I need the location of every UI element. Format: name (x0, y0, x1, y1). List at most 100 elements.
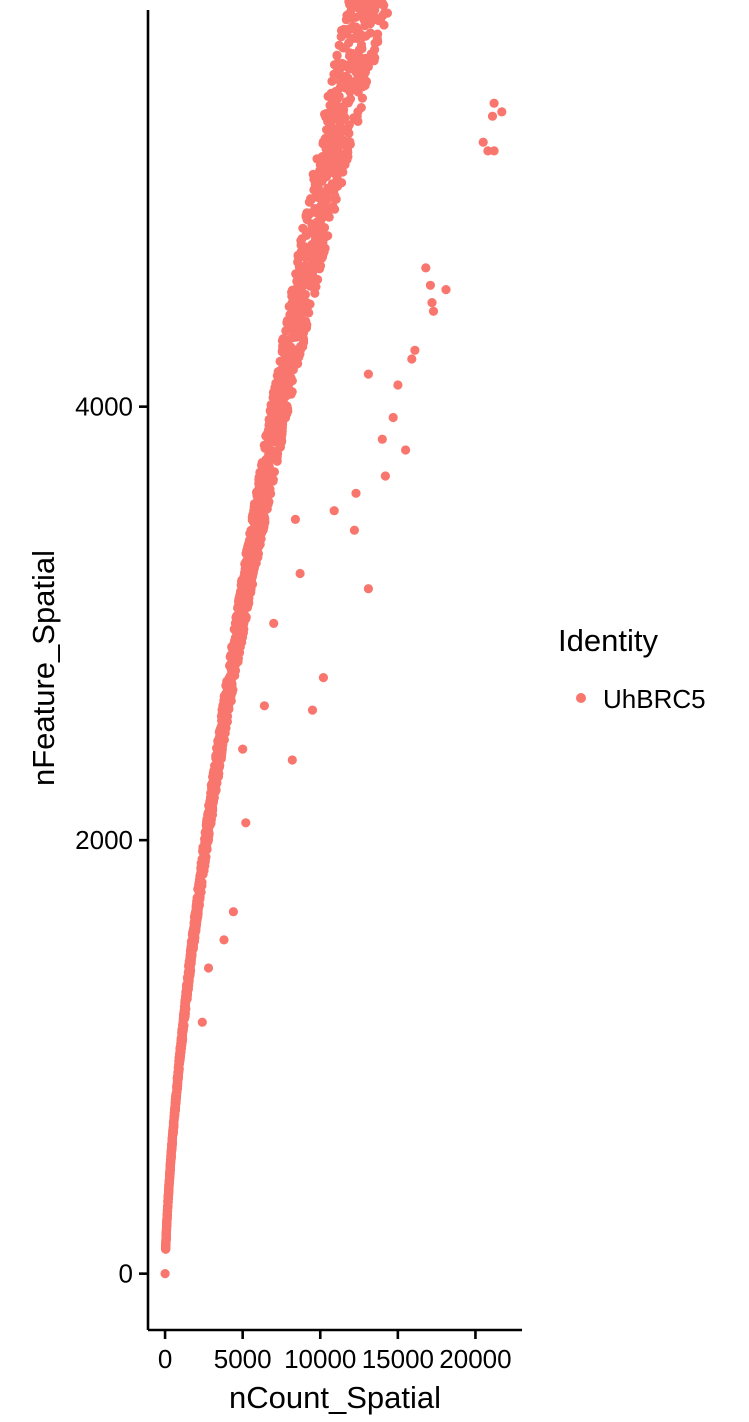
data-point (339, 114, 349, 124)
data-point (350, 114, 360, 124)
data-point (329, 506, 339, 516)
data-point (205, 811, 215, 821)
data-point (251, 500, 261, 511)
data-point (166, 1158, 176, 1168)
data-point (351, 488, 361, 498)
legend-title: Identity (558, 623, 658, 658)
data-point (318, 139, 328, 149)
legend-label-uhbrc5: UhBRC5 (603, 684, 706, 714)
data-point (277, 347, 287, 357)
data-point (170, 1106, 180, 1116)
data-point (341, 71, 351, 81)
data-point (355, 74, 365, 85)
data-point (275, 442, 285, 452)
data-point (307, 705, 318, 715)
data-point (337, 102, 348, 112)
data-point (278, 388, 288, 398)
data-point (489, 98, 499, 108)
data-point (233, 601, 243, 611)
data-point (379, 0, 389, 10)
data-point (344, 120, 354, 130)
data-point (179, 1015, 189, 1025)
data-point (254, 485, 264, 495)
data-point (349, 525, 359, 535)
data-point (221, 689, 231, 699)
data-point (299, 274, 309, 284)
data-point (329, 109, 339, 119)
data-point (274, 398, 284, 409)
legend-key-uhbrc5 (576, 693, 586, 703)
data-point (379, 20, 389, 30)
data-point (363, 62, 373, 72)
data-point (393, 380, 403, 390)
points-layer (160, 0, 507, 1279)
data-point (276, 365, 286, 375)
data-point (247, 512, 257, 522)
data-point (318, 673, 328, 683)
data-point (238, 744, 248, 754)
data-point (401, 445, 411, 455)
data-point (196, 886, 206, 897)
y-tick-label: 4000 (75, 392, 133, 422)
data-point (304, 197, 314, 207)
data-point (489, 146, 499, 156)
data-point (380, 471, 390, 481)
data-point (245, 586, 255, 596)
data-point (372, 34, 382, 44)
data-point (336, 164, 346, 174)
data-point (257, 527, 267, 538)
data-point (214, 760, 224, 770)
data-point (201, 836, 211, 847)
data-point (321, 109, 331, 119)
data-point (217, 744, 227, 754)
data-point (337, 58, 347, 69)
data-point (344, 139, 354, 149)
data-point (338, 43, 348, 53)
x-tick-label: 5000 (214, 1344, 272, 1374)
data-point (247, 572, 257, 582)
data-point (251, 549, 261, 559)
data-point (211, 752, 221, 762)
data-point (330, 194, 340, 204)
data-point (345, 48, 355, 58)
data-point (161, 1228, 171, 1239)
data-point (356, 40, 367, 50)
data-point (195, 871, 205, 881)
data-point (188, 932, 198, 942)
data-point (222, 676, 232, 686)
data-point (332, 94, 343, 104)
data-point (353, 3, 363, 13)
data-point (270, 384, 280, 394)
data-point (357, 10, 368, 20)
data-point (260, 459, 270, 469)
data-point (373, 0, 382, 3)
data-point (233, 649, 243, 659)
data-point (281, 326, 291, 336)
data-point (388, 412, 398, 423)
data-point (294, 352, 304, 362)
data-point (203, 963, 214, 973)
data-point (366, 49, 376, 59)
data-point (261, 431, 271, 441)
x-axis-title: nCount_Spatial (229, 1380, 441, 1415)
data-point (345, 0, 355, 10)
data-point (272, 456, 282, 466)
data-point (298, 242, 308, 252)
data-point (331, 157, 341, 167)
y-axis-ticks: 0 2000 4000 (75, 392, 148, 1289)
data-point (301, 211, 311, 221)
data-point (345, 94, 356, 104)
data-point (343, 147, 353, 157)
data-point (441, 285, 451, 295)
data-point (305, 299, 315, 309)
legend: Identity UhBRC5 (558, 623, 706, 714)
data-point (181, 988, 191, 998)
data-point (343, 127, 353, 137)
data-point (497, 107, 507, 117)
data-point (231, 641, 241, 652)
data-point (361, 31, 371, 41)
data-point (268, 416, 278, 426)
data-point (487, 111, 498, 121)
data-point (186, 949, 196, 960)
data-point (324, 153, 334, 163)
